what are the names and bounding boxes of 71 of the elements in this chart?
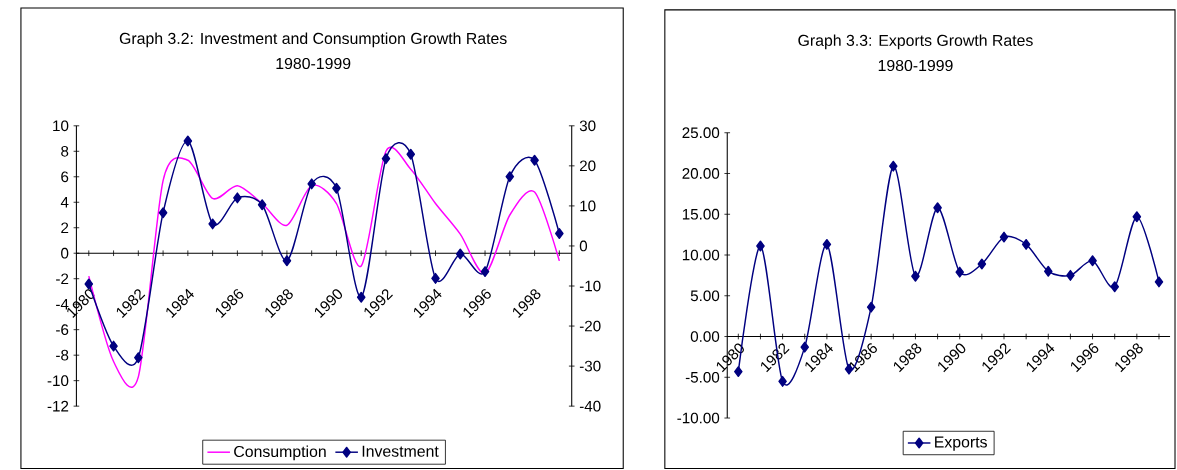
- y-tick-label: -6: [56, 324, 69, 336]
- point: [933, 202, 942, 214]
- y2-tick-label: -20: [579, 320, 601, 332]
- point: [332, 183, 341, 194]
- point: [1110, 281, 1119, 293]
- y2-tick-label: 10: [580, 200, 596, 212]
- legend-label: Exports: [935, 436, 987, 451]
- point: [999, 231, 1009, 243]
- y-tick-label: 0: [61, 248, 69, 259]
- point: [1154, 276, 1164, 288]
- chart-title: Graph 3.3: Exports Growth Rates: [798, 34, 1033, 50]
- y-tick-label: -12: [47, 401, 69, 412]
- y2-tick-label: 30: [579, 120, 596, 132]
- point: [778, 376, 787, 388]
- point: [756, 240, 765, 252]
- point: [505, 171, 515, 183]
- legend-label: Investment: [362, 445, 439, 458]
- point: [977, 258, 987, 270]
- point: [889, 160, 898, 172]
- y2-tick-label: 20: [579, 160, 596, 172]
- point: [911, 270, 920, 282]
- point: [455, 248, 465, 260]
- y-tick-label: -4: [56, 299, 69, 310]
- y-tick-label: 5.00: [690, 290, 720, 302]
- point: [530, 154, 539, 166]
- point: [282, 255, 292, 267]
- chart-subtitle: 1980-1999: [878, 60, 953, 72]
- point: [1088, 255, 1097, 267]
- y-tick-label: -10: [47, 375, 69, 387]
- point: [134, 352, 143, 364]
- y-tick-label: -8: [56, 350, 69, 361]
- point: [84, 278, 94, 290]
- point: [1021, 239, 1031, 251]
- y-tick-label: 10: [53, 120, 69, 132]
- point: [1043, 266, 1053, 278]
- chart-subtitle: 1980-1999: [276, 58, 351, 70]
- point: [431, 273, 440, 285]
- point: [307, 178, 316, 190]
- point: [866, 301, 876, 313]
- point: [955, 266, 965, 278]
- y2-tick-label: -40: [579, 400, 601, 412]
- chart-title: Graph 3.2: Investment and Consumption Growth Rates: [119, 32, 507, 48]
- y-tick-label: 8: [61, 146, 69, 157]
- y-tick-label: 4: [60, 197, 69, 208]
- y-tick-label: 20.00: [682, 168, 720, 180]
- y-tick-label: -2: [56, 273, 69, 285]
- point: [158, 207, 168, 219]
- point: [1132, 211, 1142, 223]
- y-tick-label: 15.00: [682, 209, 720, 220]
- legend-label: Consumption: [234, 445, 326, 461]
- point: [233, 192, 242, 204]
- y-tick-label: 0.00: [690, 331, 720, 343]
- point: [257, 199, 267, 211]
- y-tick-label: -10.00: [677, 412, 720, 424]
- y-tick-label: 2: [61, 222, 69, 234]
- point: [381, 153, 391, 165]
- point: [480, 266, 490, 278]
- point: [109, 340, 118, 352]
- point: [208, 218, 217, 230]
- point: [555, 228, 564, 240]
- point: [406, 148, 416, 160]
- y-tick-label: 25.00: [682, 127, 720, 139]
- y2-tick-label: -30: [579, 360, 601, 372]
- y-tick-label: 10.00: [682, 249, 720, 261]
- point: [183, 135, 193, 147]
- point: [822, 239, 832, 251]
- y2-tick-label: -10: [579, 280, 601, 292]
- y-tick-label: -5.00: [685, 372, 720, 383]
- point: [1066, 270, 1075, 282]
- y2-tick-label: 0: [579, 240, 588, 252]
- y-tick-label: 6: [61, 171, 69, 183]
